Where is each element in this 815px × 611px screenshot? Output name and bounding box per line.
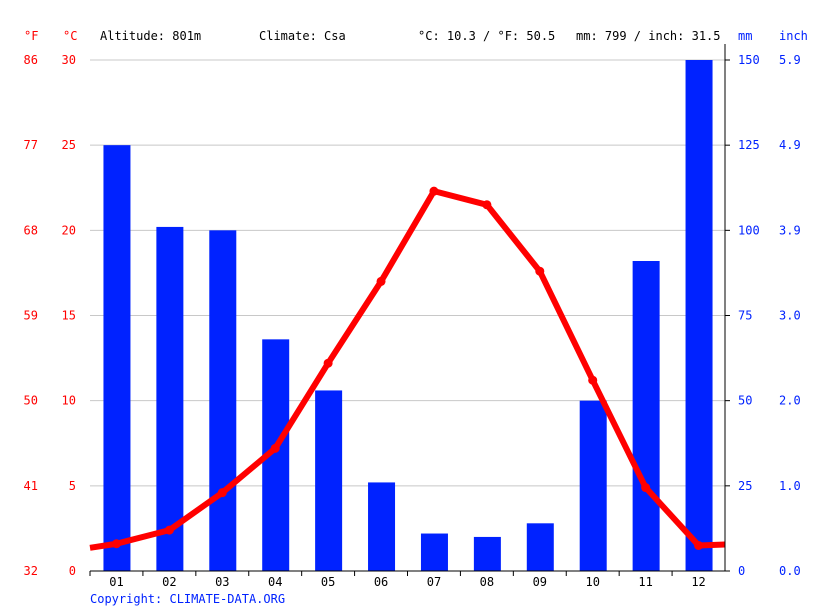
copyright-link[interactable]: Copyright: CLIMATE-DATA.ORG bbox=[90, 592, 285, 606]
temperature-point bbox=[588, 375, 598, 385]
x-tick-label: 05 bbox=[321, 575, 335, 589]
tick-label-c: 0 bbox=[69, 564, 76, 578]
tick-label-mm: 150 bbox=[738, 53, 760, 67]
tick-label-inch: 2.0 bbox=[779, 394, 801, 408]
x-tick-label: 06 bbox=[374, 575, 388, 589]
x-tick-label: 10 bbox=[585, 575, 599, 589]
precip-bar bbox=[579, 400, 607, 571]
x-tick-label: 11 bbox=[638, 575, 652, 589]
tick-label-f: 41 bbox=[24, 479, 38, 493]
tick-label-c: 5 bbox=[69, 479, 76, 493]
tick-label-f: 59 bbox=[24, 309, 38, 323]
tick-label-c: 25 bbox=[62, 138, 76, 152]
temperature-point bbox=[376, 276, 386, 286]
temperature-point bbox=[217, 488, 227, 498]
precip-bar bbox=[368, 482, 396, 571]
tick-label-f: 86 bbox=[24, 53, 38, 67]
climate-label: Climate: Csa bbox=[259, 29, 346, 43]
temperature-point bbox=[270, 443, 280, 453]
temp-average-label: °C: 10.3 / °F: 50.5 bbox=[418, 29, 555, 43]
unit-c-label: °C bbox=[63, 29, 77, 43]
tick-label-c: 15 bbox=[62, 309, 76, 323]
x-tick-label: 01 bbox=[109, 575, 123, 589]
x-tick-label: 02 bbox=[162, 575, 176, 589]
tick-label-mm: 0 bbox=[738, 564, 745, 578]
precip-bar bbox=[632, 260, 660, 571]
tick-label-mm: 25 bbox=[738, 479, 752, 493]
tick-label-inch: 4.9 bbox=[779, 138, 801, 152]
x-tick-label: 09 bbox=[533, 575, 547, 589]
tick-label-mm: 50 bbox=[738, 394, 752, 408]
x-tick-label: 07 bbox=[427, 575, 441, 589]
tick-label-c: 10 bbox=[62, 394, 76, 408]
tick-label-inch: 5.9 bbox=[779, 53, 801, 67]
tick-label-inch: 3.0 bbox=[779, 309, 801, 323]
unit-f-label: °F bbox=[24, 29, 38, 43]
tick-label-c: 20 bbox=[62, 223, 76, 237]
tick-label-f: 32 bbox=[24, 564, 38, 578]
precip-bar bbox=[156, 226, 184, 571]
temperature-point bbox=[535, 266, 545, 276]
precip-bar bbox=[685, 60, 713, 571]
temperature-point bbox=[323, 358, 333, 368]
precip-total-label: mm: 799 / inch: 31.5 bbox=[576, 29, 721, 43]
tick-label-mm: 75 bbox=[738, 309, 752, 323]
temperature-point bbox=[111, 539, 121, 549]
precip-bar bbox=[420, 533, 448, 571]
tick-label-inch: 3.9 bbox=[779, 223, 801, 237]
tick-label-c: 30 bbox=[62, 53, 76, 67]
tick-label-f: 50 bbox=[24, 394, 38, 408]
tick-label-inch: 1.0 bbox=[779, 479, 801, 493]
tick-label-f: 68 bbox=[24, 223, 38, 237]
precip-bar bbox=[103, 145, 131, 571]
temperature-point bbox=[429, 186, 439, 196]
tick-label-inch: 0.0 bbox=[779, 564, 801, 578]
x-tick-label: 12 bbox=[691, 575, 705, 589]
x-tick-label: 04 bbox=[268, 575, 282, 589]
precip-bar bbox=[526, 523, 554, 571]
temperature-point bbox=[694, 540, 704, 550]
unit-inch-label: inch bbox=[779, 29, 808, 43]
x-tick-label: 03 bbox=[215, 575, 229, 589]
tick-label-mm: 100 bbox=[738, 223, 760, 237]
precip-bar bbox=[315, 390, 343, 571]
temperature-point bbox=[641, 483, 651, 493]
tick-label-mm: 125 bbox=[738, 138, 760, 152]
x-tick-label: 08 bbox=[480, 575, 494, 589]
precip-bar bbox=[473, 536, 501, 571]
temperature-line bbox=[89, 188, 726, 551]
tick-label-f: 77 bbox=[24, 138, 38, 152]
temperature-point bbox=[164, 525, 174, 535]
temperature-point bbox=[482, 200, 492, 210]
precip-bar bbox=[209, 230, 237, 572]
unit-mm-label: mm bbox=[738, 29, 752, 43]
altitude-label: Altitude: 801m bbox=[100, 29, 201, 43]
